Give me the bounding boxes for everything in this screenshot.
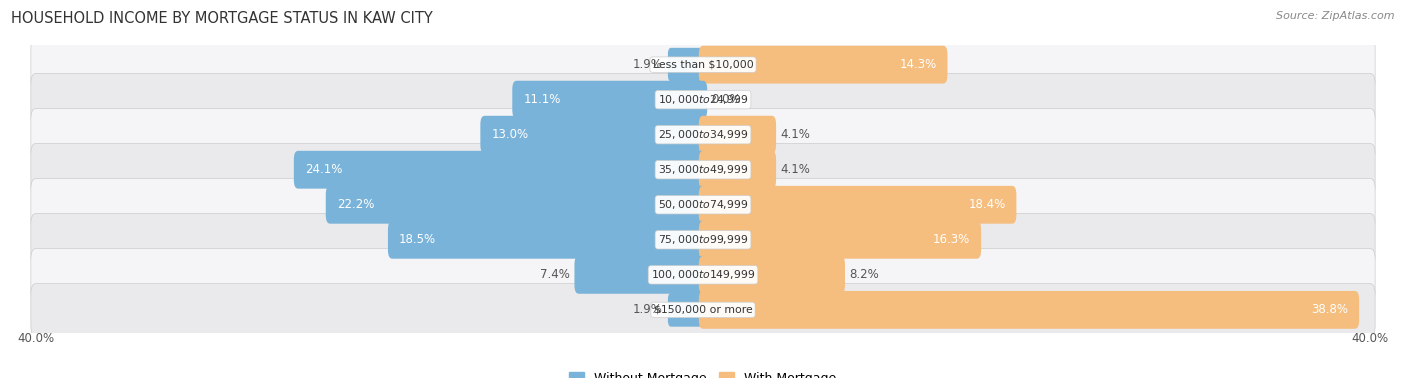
Text: $150,000 or more: $150,000 or more bbox=[654, 305, 752, 315]
Text: $100,000 to $149,999: $100,000 to $149,999 bbox=[651, 268, 755, 281]
FancyBboxPatch shape bbox=[668, 293, 706, 327]
Text: 7.4%: 7.4% bbox=[540, 268, 571, 281]
Text: 14.3%: 14.3% bbox=[900, 58, 936, 71]
FancyBboxPatch shape bbox=[575, 256, 707, 294]
Text: Source: ZipAtlas.com: Source: ZipAtlas.com bbox=[1277, 11, 1395, 21]
Text: HOUSEHOLD INCOME BY MORTGAGE STATUS IN KAW CITY: HOUSEHOLD INCOME BY MORTGAGE STATUS IN K… bbox=[11, 11, 433, 26]
Text: $25,000 to $34,999: $25,000 to $34,999 bbox=[658, 128, 748, 141]
Text: Less than $10,000: Less than $10,000 bbox=[652, 60, 754, 70]
FancyBboxPatch shape bbox=[699, 116, 776, 153]
Text: 38.8%: 38.8% bbox=[1312, 304, 1348, 316]
Text: 8.2%: 8.2% bbox=[849, 268, 879, 281]
FancyBboxPatch shape bbox=[31, 38, 1375, 91]
FancyBboxPatch shape bbox=[31, 108, 1375, 161]
FancyBboxPatch shape bbox=[326, 186, 707, 224]
FancyBboxPatch shape bbox=[481, 116, 707, 153]
Text: $35,000 to $49,999: $35,000 to $49,999 bbox=[658, 163, 748, 176]
FancyBboxPatch shape bbox=[31, 73, 1375, 126]
Text: $75,000 to $99,999: $75,000 to $99,999 bbox=[658, 233, 748, 246]
Text: 4.1%: 4.1% bbox=[780, 163, 810, 176]
Text: 16.3%: 16.3% bbox=[934, 233, 970, 246]
Text: 22.2%: 22.2% bbox=[336, 198, 374, 211]
Text: 1.9%: 1.9% bbox=[633, 58, 662, 71]
FancyBboxPatch shape bbox=[699, 256, 845, 294]
Text: 40.0%: 40.0% bbox=[17, 332, 55, 345]
Text: 18.5%: 18.5% bbox=[399, 233, 436, 246]
FancyBboxPatch shape bbox=[31, 144, 1375, 196]
FancyBboxPatch shape bbox=[388, 221, 707, 259]
Text: 40.0%: 40.0% bbox=[1351, 332, 1389, 345]
Text: 13.0%: 13.0% bbox=[491, 128, 529, 141]
Text: 1.9%: 1.9% bbox=[633, 304, 662, 316]
Text: 24.1%: 24.1% bbox=[305, 163, 342, 176]
Text: $10,000 to $24,999: $10,000 to $24,999 bbox=[658, 93, 748, 106]
FancyBboxPatch shape bbox=[699, 46, 948, 84]
Text: $50,000 to $74,999: $50,000 to $74,999 bbox=[658, 198, 748, 211]
Text: 0.0%: 0.0% bbox=[711, 93, 741, 106]
Text: 4.1%: 4.1% bbox=[780, 128, 810, 141]
FancyBboxPatch shape bbox=[699, 151, 776, 189]
FancyBboxPatch shape bbox=[31, 249, 1375, 301]
FancyBboxPatch shape bbox=[699, 291, 1360, 329]
Text: 11.1%: 11.1% bbox=[523, 93, 561, 106]
FancyBboxPatch shape bbox=[512, 81, 707, 119]
FancyBboxPatch shape bbox=[699, 221, 981, 259]
Text: 18.4%: 18.4% bbox=[969, 198, 1005, 211]
FancyBboxPatch shape bbox=[699, 186, 1017, 224]
FancyBboxPatch shape bbox=[31, 178, 1375, 231]
Legend: Without Mortgage, With Mortgage: Without Mortgage, With Mortgage bbox=[564, 367, 842, 378]
FancyBboxPatch shape bbox=[31, 284, 1375, 336]
FancyBboxPatch shape bbox=[31, 214, 1375, 266]
FancyBboxPatch shape bbox=[668, 48, 706, 81]
FancyBboxPatch shape bbox=[294, 151, 707, 189]
